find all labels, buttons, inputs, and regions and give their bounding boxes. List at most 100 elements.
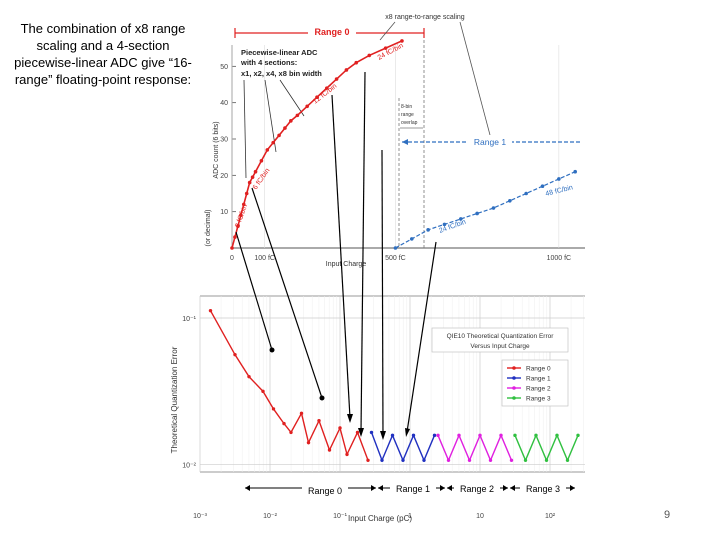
bottom-series-0-point-7 [299,411,304,416]
span-range1-left [378,485,383,491]
top-y-label: ADC count (6 bits) [213,121,220,178]
bottom-series-3-point-5 [565,458,570,462]
adc-box-line-3: x1, x2, x4, x8 bin width [241,69,322,78]
top-series-0-point-2 [236,224,240,228]
span-label-bg-0 [302,484,348,496]
connector-arrow-1 [235,231,273,351]
bottom-series-0-point-9 [317,418,321,423]
bottom-series-0-point-3 [261,389,265,394]
range-span-brackets: Range 0 Range 1 Range 2 Range 3 [245,482,575,496]
top-series-0-point-13 [283,126,287,130]
connector-arrow-3-head [347,414,353,423]
bottom-series-line-0 [209,310,369,461]
top-series-0-point-14 [289,119,293,123]
bottom-series-0-point-5 [282,421,286,426]
top-series-0-point-11 [271,140,275,145]
scaling-arrow-1 [459,21,491,136]
bottom-series-2-point-1 [446,458,451,462]
scaling-arrow-2 [379,21,396,41]
scaling-label: x8 range-to-range scaling [385,14,464,21]
bottom-series-3-point-0 [513,433,517,438]
bottom-series-0-point-2 [247,374,251,379]
top-series-0-point-3 [239,213,243,218]
span-range0-left [245,485,250,491]
top-x-label: Input Charge [326,261,367,268]
span-label-bg-2 [454,482,500,494]
top-series-0-point-12 [277,133,281,138]
legend-label-1: Range 1 [526,376,551,383]
bottom-series-1-point-0 [369,430,374,435]
adc-pointer-3 [243,79,247,179]
connector-arrow-2-end [319,395,325,401]
bottom-x-label: Input Charge (pC) [348,514,412,523]
connector-arrows [235,71,437,440]
bottom-series-0-point-14 [366,458,370,462]
slope-48-label: 48 fC/bin [545,184,574,198]
top-series-0-point-24 [400,39,404,43]
top-series-0-point-5 [244,191,249,196]
bottom-series-1-point-2 [390,433,395,438]
bottom-x-tick-3: 1 [408,513,412,520]
bottom-series-1-point-6 [432,433,437,438]
range0-label-bg [308,25,356,39]
connector-arrow-1-end [269,347,275,353]
legend-marker-1 [512,376,516,380]
top-series-1-point-2 [426,228,430,232]
top-x-ticks: 0 100 fC 500 fC 1000 fC [230,255,571,262]
top-y-tick-2: 30 [220,137,228,144]
range0-label: Range 0 [314,27,349,37]
bottom-x-tick-4: 10 [476,513,484,520]
span-label-range0: Range 0 [308,486,342,496]
span-range2-right [503,485,508,491]
connector-arrow-3 [331,94,351,419]
range1-label: Range 1 [474,137,506,147]
bottom-x-ticks: 10⁻³ 10⁻² 10⁻¹ 1 10 10² [193,513,556,520]
legend-title-line-2: Versus Input Charge [470,343,530,350]
top-x-tick-3: 1000 fC [547,255,572,262]
bottom-series-0-point-11 [338,426,342,430]
span-label-bg-1 [390,482,436,494]
bottom-series-2-point-7 [509,458,514,462]
bottom-series-0-point-13 [355,430,360,435]
connector-arrow-4 [360,71,366,433]
legend-items: Range 0 Range 1 Range 2 Range 3 [507,366,551,403]
bottom-x-tick-1: 10⁻² [263,513,277,520]
top-x-tick-2: 500 fC [385,255,406,262]
top-chart: 10 20 30 40 50 0 100 fC 500 fC 1000 fC ADC coun… [205,14,585,268]
bottom-y-tick-0: 10⁻¹ [182,316,196,323]
span-range2-left [447,485,452,491]
bottom-y-ticks: 10⁻¹ 10⁻² [182,316,196,470]
bottom-series-0-point-10 [327,448,332,452]
span-label-range1: Range 1 [396,484,430,494]
bottom-series-0-point-1 [233,352,237,357]
top-x-tick-1: 100 fC [254,255,275,262]
bottom-series-0-point-0 [208,308,213,313]
bottom-series-2-point-4 [478,433,482,438]
top-series-1-point-0 [393,246,398,250]
bottom-x-tick-0: 10⁻³ [193,513,207,520]
top-series-0-point-22 [367,53,372,58]
connector-arrow-6 [406,241,437,433]
top-series-0-point-8 [253,169,258,174]
top-y-ticks: 10 20 30 40 50 [220,64,228,216]
top-y-tick-0: 10 [220,209,228,216]
top-series-0-point-23 [383,46,388,50]
top-series-line-1 [395,171,576,249]
top-series-0-point-1 [233,235,237,239]
slope-12-label: 12 fC/bin [312,83,338,106]
top-x-tick-0: 0 [230,255,234,262]
top-series-0-point-15 [295,113,300,118]
adc-pointer-2 [279,79,305,117]
adc-box-line-2: with 4 sections: [240,58,297,67]
connector-arrow-5-head [380,431,386,440]
span-range0-right [371,485,376,491]
top-series-0-point-6 [247,180,252,185]
bottom-chart: 10⁻¹ 10⁻² 10⁻³ 10⁻² 10⁻¹ 1 10 10² Theoretical … [170,295,585,523]
bottom-series-2-point-2 [457,433,461,438]
bottom-series-2-point-5 [488,458,493,462]
span-range1-right [440,485,445,491]
span-label-range2: Range 2 [460,484,494,494]
span-label-bg-3 [520,482,566,494]
span-label-range3: Range 3 [526,484,560,494]
